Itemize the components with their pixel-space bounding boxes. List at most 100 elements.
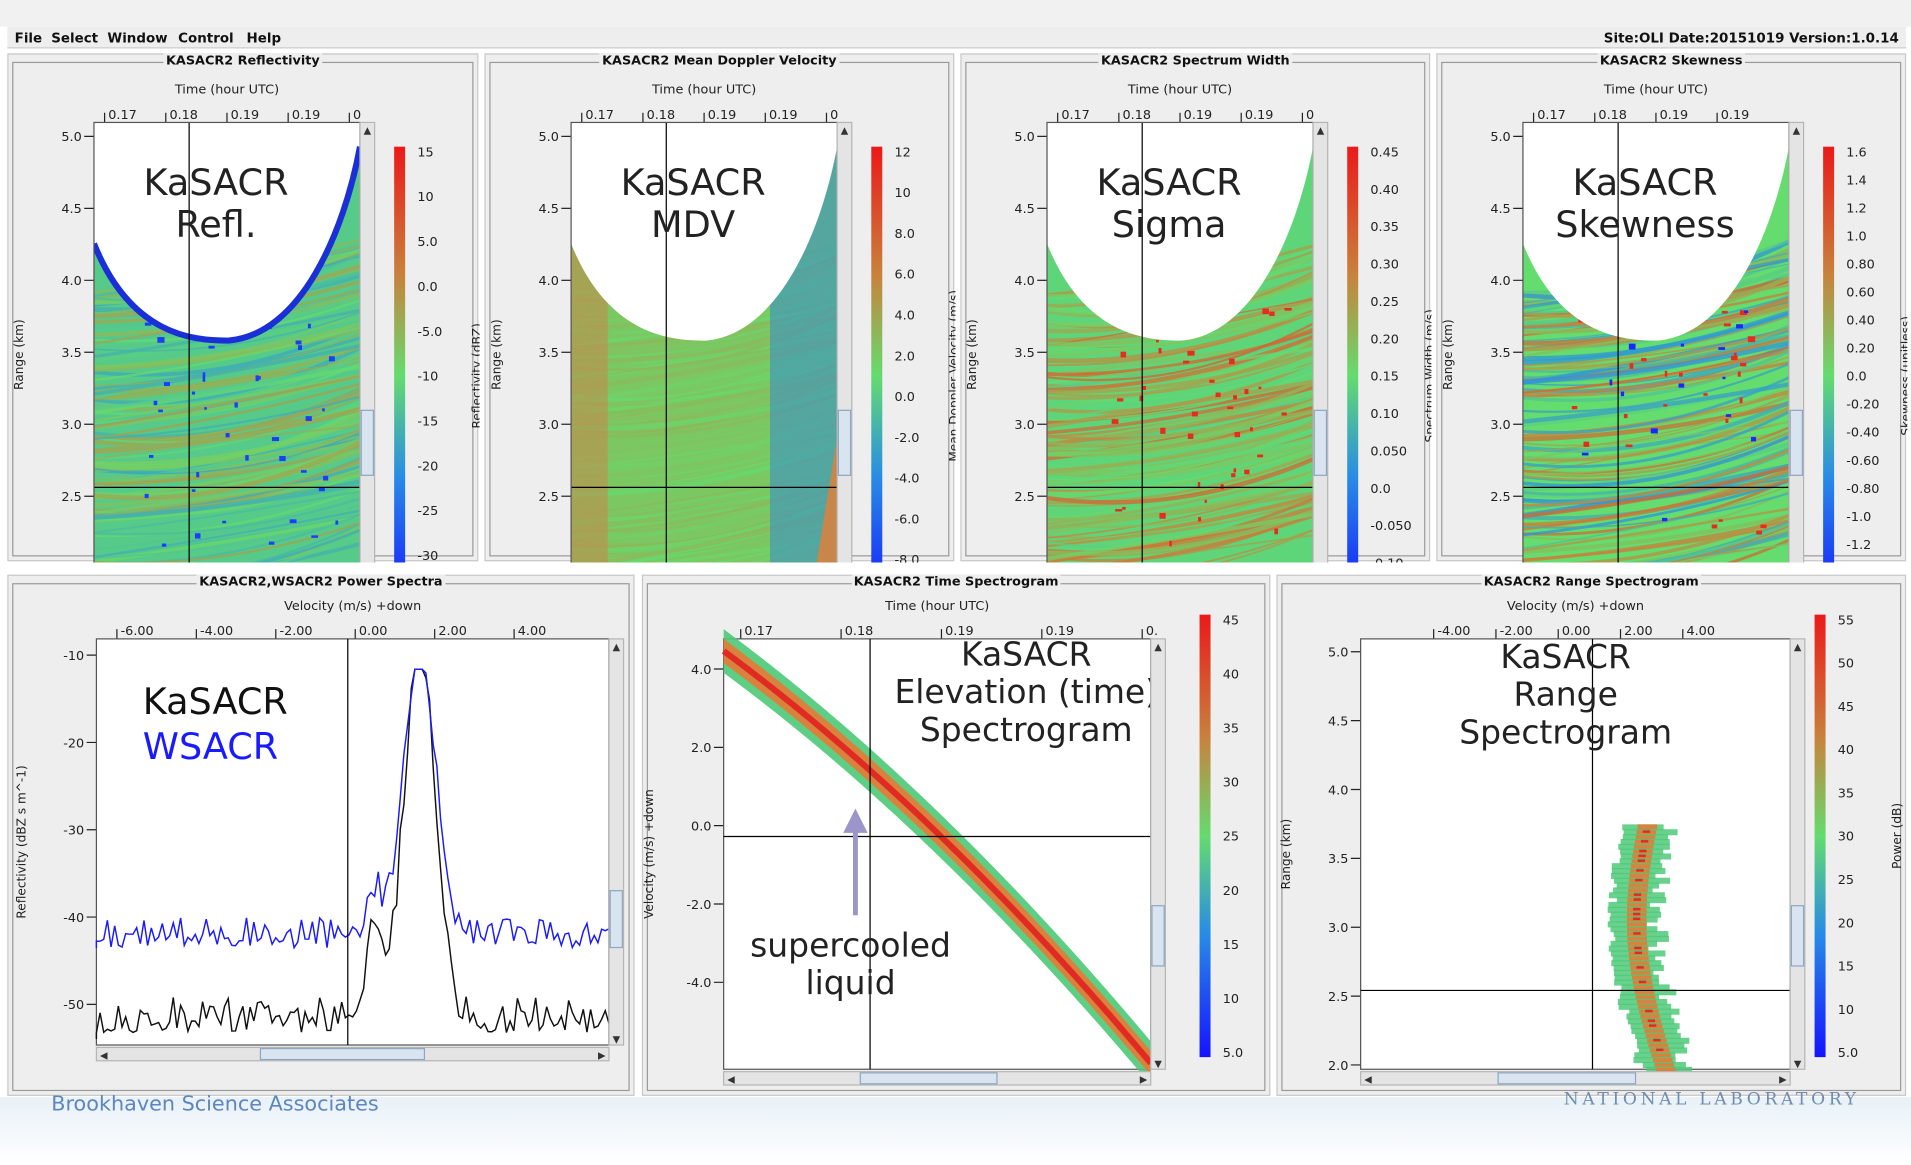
scroll-up-arrow-icon[interactable]: ▲ xyxy=(613,642,621,653)
colorbar-tick-label: 45 xyxy=(1223,613,1239,628)
vertical-scrollbar[interactable] xyxy=(1789,638,1806,1070)
data-speck xyxy=(1158,348,1162,354)
power-spectra-plot[interactable]: Velocity (m/s) +down -6.00 -4.00 -2.00 0.00 2… xyxy=(9,576,636,1097)
x-tick-label: 0.19 xyxy=(945,624,974,639)
scroll-right-arrow-icon[interactable]: ▶ xyxy=(1779,1075,1787,1086)
y-tick-label: 2.5 xyxy=(61,490,81,505)
x-tick-label: 2.00 xyxy=(438,624,467,639)
scroll-up-arrow-icon[interactable]: ▲ xyxy=(841,125,849,136)
colorbar xyxy=(871,146,883,563)
menu-select[interactable]: Select xyxy=(51,30,99,47)
slide-footer: Brookhaven Science Associates NATIONAL L… xyxy=(0,1090,1911,1165)
data-streak xyxy=(1522,420,1789,475)
vertical-scroll-thumb[interactable] xyxy=(609,890,623,949)
spectrogram-cell xyxy=(1634,950,1642,955)
scroll-down-arrow-icon[interactable]: ▼ xyxy=(1794,1059,1802,1070)
scroll-down-arrow-icon[interactable]: ▼ xyxy=(613,1035,621,1046)
horizontal-scroll-thumb[interactable] xyxy=(259,1048,426,1061)
horizontal-scroll-thumb[interactable] xyxy=(1497,1072,1637,1085)
colorbar-tick-label: -8.0 xyxy=(894,553,919,562)
vertical-scrollbar[interactable] xyxy=(608,638,625,1046)
scroll-up-arrow-icon[interactable]: ▲ xyxy=(1794,642,1802,653)
y-tick-label: -30 xyxy=(63,824,84,839)
data-speck xyxy=(144,493,149,499)
y-tick-label: -4.0 xyxy=(686,976,711,991)
spectrogram-cell xyxy=(1635,994,1656,999)
x-tick-label: 2.00 xyxy=(1624,624,1653,639)
vertical-scroll-thumb[interactable] xyxy=(1151,905,1165,967)
data-speck xyxy=(1281,412,1287,416)
mdv-plot[interactable]: Time (hour UTC) 0.17 0.18 0.19 0.19 0 5.0 4.5 4.… xyxy=(486,55,956,563)
vertical-scroll-thumb[interactable] xyxy=(1313,409,1328,476)
spectrogram-cell xyxy=(1655,1066,1676,1072)
colorbar-tick-label: -0.40 xyxy=(1846,426,1879,441)
x-axis-label: Velocity (m/s) +down xyxy=(284,599,421,614)
x-tick-label: 0.19 xyxy=(292,108,321,123)
data-speck xyxy=(1581,452,1589,456)
spectrum-width-plot[interactable]: Time (hour UTC) 0.17 0.18 0.19 0.19 0 5.0 4.5 4.… xyxy=(962,55,1432,563)
reflectivity-plot[interactable]: Time (hour UTC) 0.17 0.18 0.19 0.19 0 5.0 4.5 4.… xyxy=(9,55,480,563)
scroll-left-arrow-icon[interactable]: ◀ xyxy=(1364,1075,1372,1086)
data-speck xyxy=(196,472,200,478)
data-speck xyxy=(1191,411,1198,417)
vertical-scrollbar[interactable] xyxy=(1312,121,1329,563)
horizontal-scroll-thumb[interactable] xyxy=(859,1072,998,1085)
data-streak xyxy=(1522,446,1789,496)
menu-control[interactable]: Control xyxy=(178,30,234,47)
data-streak xyxy=(93,487,360,538)
vertical-scrollbar[interactable] xyxy=(359,121,376,563)
scroll-left-arrow-icon[interactable]: ◀ xyxy=(100,1050,108,1061)
menu-window[interactable]: Window xyxy=(107,30,168,47)
skewness-plot[interactable]: Time (hour UTC) 0.17 0.18 0.19 0.19 5.0 4.5 4.0… xyxy=(1438,55,1908,563)
y-tick-label: 4.5 xyxy=(1328,715,1348,730)
vertical-scrollbar[interactable] xyxy=(836,121,853,563)
range-spectrogram-plot[interactable]: Velocity (m/s) +down -4.00 -2.00 0.00 2.00 4.… xyxy=(1278,576,1908,1097)
colorbar-tick-label: 1.6 xyxy=(1846,145,1866,160)
scroll-up-arrow-icon[interactable]: ▲ xyxy=(1154,642,1162,653)
colorbar-tick-label: -4.0 xyxy=(894,472,919,487)
menu-file[interactable]: File xyxy=(14,30,43,47)
data-streak xyxy=(1047,342,1314,401)
scroll-up-arrow-icon[interactable]: ▲ xyxy=(364,125,372,136)
y-tick-label: -40 xyxy=(63,911,84,926)
colorbar-tick-label: 1.2 xyxy=(1846,201,1866,216)
data-speck xyxy=(1120,351,1127,358)
data-speck xyxy=(225,433,230,438)
colorbar-tick-label: -0.10 xyxy=(1370,557,1403,563)
scroll-down-arrow-icon[interactable]: ▼ xyxy=(1154,1059,1162,1070)
data-speck xyxy=(1625,444,1633,448)
vertical-scrollbar[interactable] xyxy=(1150,638,1166,1070)
data-speck xyxy=(322,408,325,412)
vertical-scroll-thumb[interactable] xyxy=(837,409,852,476)
scroll-up-arrow-icon[interactable]: ▲ xyxy=(1317,125,1325,136)
time-spectrogram-plot[interactable]: Time (hour UTC) 0.17 0.18 0.19 0.19 0. 4.0 2.0 0… xyxy=(643,576,1271,1097)
spectrogram-cell xyxy=(1648,1042,1669,1048)
data-image xyxy=(1047,122,1314,563)
spectrogram-cell xyxy=(1628,882,1649,888)
scroll-right-arrow-icon[interactable]: ▶ xyxy=(1140,1075,1148,1086)
vertical-scroll-thumb[interactable] xyxy=(360,409,375,476)
scroll-up-arrow-icon[interactable]: ▲ xyxy=(1793,125,1801,136)
vertical-scroll-thumb[interactable] xyxy=(1790,905,1805,967)
scroll-left-arrow-icon[interactable]: ◀ xyxy=(727,1075,735,1086)
x-axis-label: Time (hour UTC) xyxy=(651,82,756,97)
vertical-scroll-thumb[interactable] xyxy=(1789,409,1803,476)
data-streak xyxy=(93,411,360,470)
data-streak xyxy=(93,509,360,559)
vertical-scrollbar[interactable] xyxy=(1788,121,1805,563)
x-tick-label: 0 xyxy=(1306,108,1314,123)
plot-area xyxy=(95,638,610,1046)
data-speck xyxy=(1269,311,1275,316)
data-streak xyxy=(1648,522,1789,563)
menu-bar: File Select Window Control Help Site:OLI… xyxy=(7,26,1907,49)
colorbar-tick-label: 0.0 xyxy=(894,390,914,405)
data-speck xyxy=(1739,397,1743,404)
menu-help[interactable]: Help xyxy=(246,30,282,47)
data-streak xyxy=(1522,490,1789,541)
data-streak xyxy=(93,474,360,521)
scroll-right-arrow-icon[interactable]: ▶ xyxy=(598,1050,606,1061)
data-speck xyxy=(1117,398,1124,402)
x-tick-label: -2.00 xyxy=(279,624,312,639)
annotation-text: MDV xyxy=(651,203,735,246)
